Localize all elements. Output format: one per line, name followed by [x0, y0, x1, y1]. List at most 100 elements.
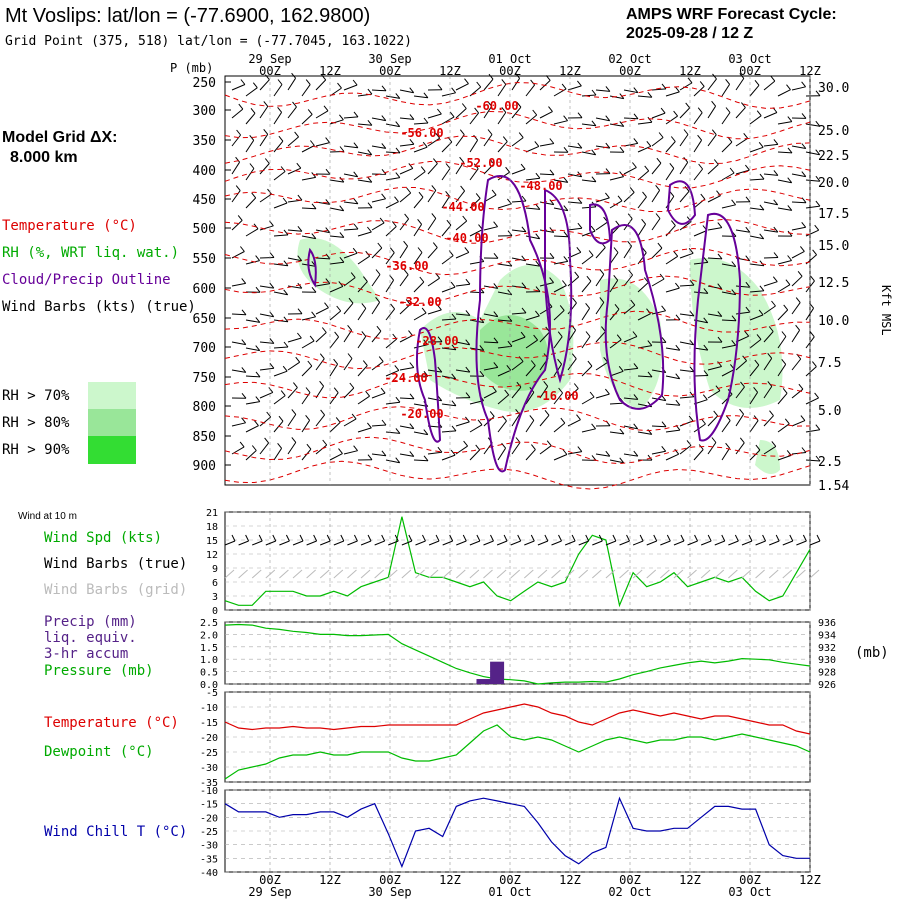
surface-wind-barb-flag [245, 534, 250, 542]
wind-barb-flag [476, 81, 482, 88]
wind-barb [665, 287, 680, 293]
wind-barb [497, 112, 507, 125]
wind-barb [525, 145, 540, 153]
wind-barb [329, 336, 339, 349]
wind-barb [581, 396, 595, 405]
wind-barb [595, 89, 610, 92]
wind-barb-flag [465, 339, 471, 346]
wind-barb-flag [562, 280, 567, 286]
wind-barb-flag [661, 421, 667, 428]
wind-barb [469, 168, 479, 181]
wind-barb-flag [333, 387, 339, 394]
wind-barb [231, 341, 246, 346]
wind-barb-flag [660, 107, 666, 114]
wind-barb [287, 442, 297, 455]
wind-barb [581, 280, 592, 293]
wind-barb-flag [507, 340, 513, 347]
isotherm [224, 218, 811, 244]
wind-barb-flag [255, 286, 261, 293]
wind-barb-flag [437, 108, 442, 115]
panel-tick-label: 3 [212, 592, 218, 603]
wind-barb [763, 281, 778, 287]
wind-barb-flag [451, 400, 457, 407]
wind-barb [301, 114, 313, 125]
grid-wind-barb [578, 569, 589, 579]
wind-barb [637, 121, 652, 125]
panel-tick-label: 12 [206, 550, 218, 561]
wind-barb [791, 250, 805, 259]
wind-barb-flag [531, 444, 536, 450]
wind-barb-flag [255, 371, 261, 378]
wind-barb-flag [675, 373, 681, 380]
wind-barb [399, 167, 414, 175]
pressure-unit-label: (mb) [855, 645, 889, 661]
wind-barb [273, 234, 289, 237]
panel-tick-label: -25 [200, 827, 218, 838]
wind-barb [273, 291, 288, 296]
wind-barb [665, 91, 680, 97]
wind-barb [805, 307, 815, 321]
wind-barb [455, 421, 470, 427]
wind-barb [805, 205, 820, 209]
grid-wind-barb [483, 569, 493, 579]
wind-barb [763, 445, 777, 455]
wind-barb [777, 284, 791, 293]
wind-barb [259, 367, 274, 371]
wind-barb-flag [787, 147, 793, 154]
wind-barb-flag [280, 390, 286, 396]
surface-wind-barb [238, 540, 249, 546]
wind-barb-flag [451, 313, 457, 320]
wind-barb [483, 134, 493, 147]
wind-barb-flag [489, 158, 495, 165]
wind-barb [399, 367, 414, 371]
wind-barb-flag [319, 380, 324, 387]
wind-barb-flag [670, 136, 676, 142]
wind-barb-flag [591, 120, 597, 127]
wind-barb-flag [599, 268, 605, 275]
surface-wind-barb-flag [558, 534, 562, 542]
panel-tick-label: -10 [200, 786, 218, 797]
wind-barb [329, 261, 344, 265]
wind-barb-flag [725, 107, 731, 113]
wind-barb [231, 313, 247, 316]
wind-barb [595, 393, 610, 399]
pressure-tick-label: 700 [193, 341, 216, 356]
wind-barb [609, 339, 622, 349]
precip-bar [490, 661, 505, 684]
wind-barb-flag [739, 73, 745, 79]
wind-barb [357, 231, 372, 237]
dewpoint-line [224, 724, 811, 780]
wind-barb-flag [661, 83, 667, 90]
wind-barb-flag [395, 121, 401, 127]
wind-barb [693, 291, 708, 294]
grid-wind-barb [510, 569, 521, 579]
surface-wind-barb [660, 540, 671, 546]
wind-barb [315, 444, 328, 455]
wind-barb-flag [450, 281, 456, 288]
wind-barb-flag [367, 226, 372, 233]
wind-barb [595, 145, 610, 149]
wind-barb-flag [605, 388, 610, 395]
wind-barb [385, 308, 395, 321]
wind-barb [511, 386, 522, 399]
wind-barb [679, 313, 694, 317]
wind-barb [707, 105, 717, 119]
panel-tick-label: -30 [200, 841, 218, 852]
grid-wind-barb [387, 569, 398, 579]
wind-barb [427, 451, 442, 455]
wind-barb-flag [381, 168, 387, 175]
wind-barb-flag [558, 387, 563, 394]
wind-barb-flag [605, 450, 611, 457]
bottom-date-label: 30 Sep [368, 885, 411, 899]
wind-barb-flag [669, 191, 675, 197]
wind-barb [511, 336, 526, 343]
wind-barb [441, 454, 456, 461]
wind-barb [735, 229, 750, 233]
panel-tick-label: 1.5 [200, 643, 218, 654]
wind-barb [231, 84, 246, 91]
wind-barb-flag [269, 362, 275, 369]
wind-barb [497, 263, 512, 267]
wind-barb [343, 228, 359, 231]
wind-barb-flag [450, 449, 456, 456]
wind-barb [609, 370, 624, 377]
